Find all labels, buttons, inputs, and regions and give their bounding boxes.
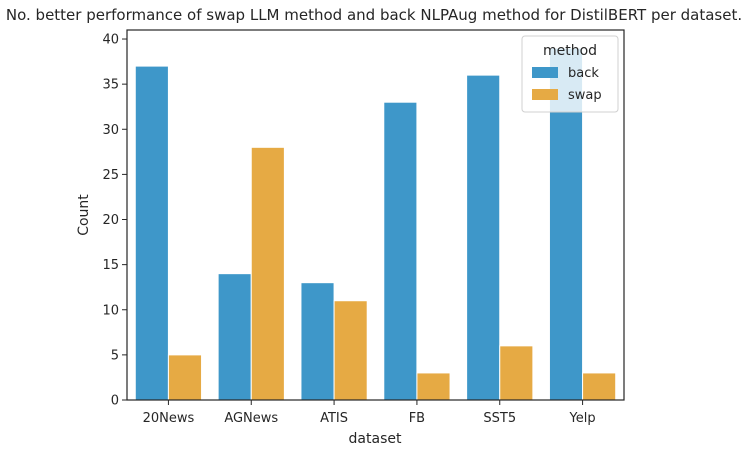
bar-swap-20news (167, 354, 203, 401)
x-tick-label: ATIS (320, 411, 348, 426)
y-tick-label: 20 (102, 213, 119, 228)
x-axis: 20News AGNews ATIS FB SST5 Yelp (143, 400, 596, 426)
legend-swatch-swap (532, 89, 558, 100)
x-tick-label: FB (409, 411, 425, 426)
x-axis-label: dataset (349, 431, 402, 447)
y-tick-label: 35 (102, 78, 119, 93)
bar-swap-fb (416, 372, 451, 401)
y-axis-label: Count (76, 194, 92, 236)
bar-back-atis (300, 282, 335, 401)
y-tick-label: 0 (111, 394, 119, 409)
x-tick-label: 20News (143, 411, 195, 426)
bar-back-20news (134, 65, 169, 401)
y-tick-label: 30 (102, 123, 119, 138)
legend: method back swap (521, 35, 619, 113)
bar-swap-yelp (582, 372, 617, 401)
bar-swap-atis (333, 300, 368, 401)
x-tick-label: SST5 (483, 411, 516, 426)
bar-swap-sst5 (499, 345, 534, 401)
chart-title: No. better performance of swap LLM metho… (6, 6, 742, 24)
y-tick-label: 5 (111, 348, 119, 363)
legend-label-back: back (568, 66, 599, 81)
bar-back-sst5 (466, 74, 501, 401)
legend-label-swap: swap (568, 88, 602, 103)
legend-swatch-back (532, 67, 558, 78)
bar-swap-agnews (250, 146, 285, 401)
y-axis: 0 5 10 15 20 25 30 35 40 (102, 33, 127, 409)
legend-title: method (543, 43, 597, 59)
y-tick-label: 15 (102, 258, 119, 273)
x-tick-label: Yelp (569, 411, 596, 426)
bar-back-fb (383, 101, 418, 401)
y-tick-label: 40 (102, 33, 119, 48)
x-tick-label: AGNews (224, 411, 278, 426)
plot-frame (126, 29, 625, 401)
bar-back-agnews (217, 273, 252, 401)
y-tick-label: 25 (102, 168, 119, 183)
y-tick-label: 10 (102, 303, 119, 318)
